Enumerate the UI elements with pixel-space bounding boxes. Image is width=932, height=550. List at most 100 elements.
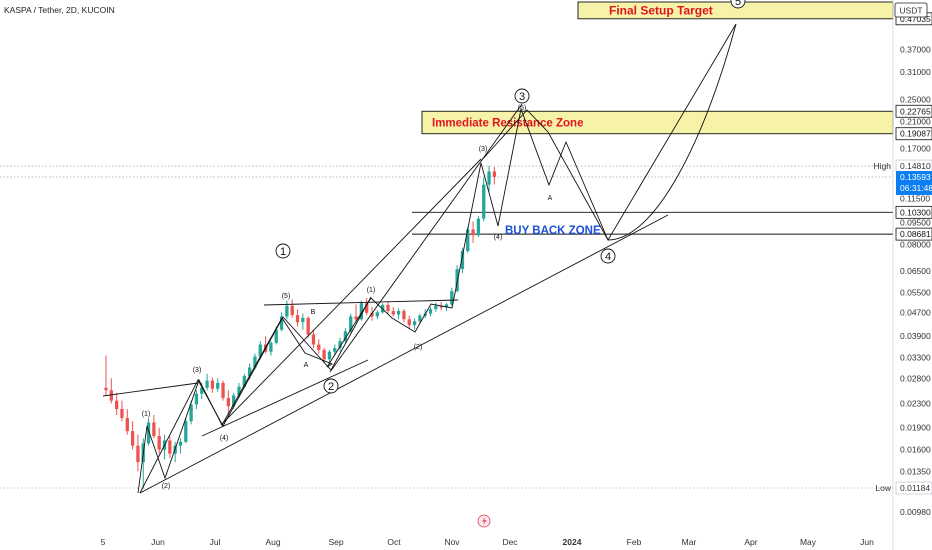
candle-body [210, 380, 215, 389]
candle-body [290, 305, 294, 316]
x-tick-label: 2024 [563, 537, 582, 547]
candle-body [428, 309, 433, 314]
candle-body [258, 344, 262, 357]
price-label-box [895, 104, 932, 118]
candle-body [120, 409, 124, 419]
alert-icon[interactable] [477, 514, 491, 528]
wave-path [137, 107, 609, 494]
wave-label-major: 4 [605, 251, 611, 263]
x-tick-label: Jul [210, 537, 221, 547]
trendline [263, 299, 459, 306]
candle-body [125, 418, 129, 432]
wave-circle [600, 248, 616, 264]
price-label: 0.19087 [900, 129, 931, 139]
candle-body [365, 303, 369, 313]
candle-body [311, 334, 316, 345]
price-label-box [895, 205, 932, 219]
y-tick-label: 0.02300 [900, 398, 931, 408]
candle-body [349, 316, 353, 332]
x-tick-label: Feb [627, 537, 642, 547]
candle-body [418, 315, 422, 322]
extreme-price-tag: High [874, 161, 892, 171]
trendline [329, 103, 523, 373]
candle-body [487, 171, 491, 185]
candle-body [354, 316, 358, 320]
candle-body [168, 440, 172, 454]
candle-body [146, 422, 151, 444]
wave-label-minor: (3) [479, 146, 488, 153]
candle-body [109, 390, 113, 401]
candle-body [450, 291, 454, 305]
candle-body [412, 321, 417, 326]
wave-circle [514, 88, 530, 104]
candle-body [407, 319, 411, 326]
candle-body [444, 304, 449, 308]
candle-body [359, 303, 364, 320]
candle-body [295, 315, 300, 323]
y-tick-label: 0.03900 [900, 331, 931, 341]
candle-body [178, 441, 183, 446]
y-tick-label: 0.04700 [900, 307, 931, 317]
wave-label-minor: (4) [494, 234, 503, 241]
candle-body [221, 382, 225, 398]
wave-label-minor: A [304, 362, 309, 369]
x-tick-label: Jun [151, 537, 165, 547]
wave-label-minor: (5) [282, 293, 291, 300]
price-label: 0.47035 [900, 14, 931, 24]
extreme-price-box [895, 481, 932, 495]
drawings-layer [102, 23, 737, 494]
candle-body [455, 269, 459, 292]
wave-label-minor: (1) [367, 287, 376, 294]
x-tick-label: Dec [502, 537, 518, 547]
x-tick-label: Mar [682, 537, 697, 547]
candle-body [391, 310, 395, 315]
candle-body [402, 310, 406, 320]
y-tick-label: 0.06500 [900, 266, 931, 276]
buy-back-zone-label: BUY BACK ZONE [505, 225, 601, 237]
price-label-box [895, 227, 932, 241]
y-tick-label: 0.17000 [900, 143, 931, 153]
currency-button[interactable]: USDT [894, 2, 928, 18]
candle-body [130, 431, 135, 446]
x-tick-label: May [800, 537, 817, 547]
candle-body [434, 305, 438, 310]
y-tick-label: 0.25000 [900, 94, 931, 104]
candle-body [466, 229, 470, 252]
y-tick-label: 0.09500 [900, 218, 931, 228]
candle-body [396, 310, 401, 315]
candle-body [338, 341, 342, 349]
wave-labels-layer: (1) (2) (3) (4) (5) B A (1) (2) (3) (4) (5) A 1 2 3 4 5 [142, 0, 746, 490]
wave-circle [275, 243, 291, 259]
candle-body [242, 376, 246, 387]
wave-label-minor: A [548, 195, 553, 202]
projection-curve [607, 23, 737, 241]
trendline [201, 359, 369, 437]
candle-body [471, 229, 475, 236]
wave-label-minor: (3) [193, 367, 202, 374]
wave-circle [730, 0, 746, 9]
candle-body [200, 387, 204, 394]
grid-layer: BUY BACK ZONE [0, 165, 893, 489]
current-price-box [896, 170, 932, 195]
candle-body [274, 329, 278, 343]
wave-label-major: 2 [328, 381, 334, 393]
candle-body [104, 387, 108, 391]
candle-body [152, 422, 156, 437]
candle-body [322, 349, 326, 360]
candle-body [247, 367, 252, 377]
wave-label-major: 5 [735, 0, 741, 8]
wave-label-minor: (4) [220, 435, 229, 442]
candle-body [317, 344, 321, 350]
candles-layer [104, 166, 497, 489]
wave-label-major: 1 [280, 246, 286, 258]
candle-body [386, 304, 390, 311]
x-tick-label: Apr [744, 537, 757, 547]
y-tick-label: 0.03300 [900, 352, 931, 362]
candle-body [492, 171, 497, 177]
candle-body [136, 445, 140, 463]
candle-body [189, 404, 193, 422]
time-axis: 5 Jun Jul Aug Sep Oct Nov Dec 2024 Feb Mar Apr May Ju… [101, 537, 874, 547]
candle-body [253, 356, 257, 368]
